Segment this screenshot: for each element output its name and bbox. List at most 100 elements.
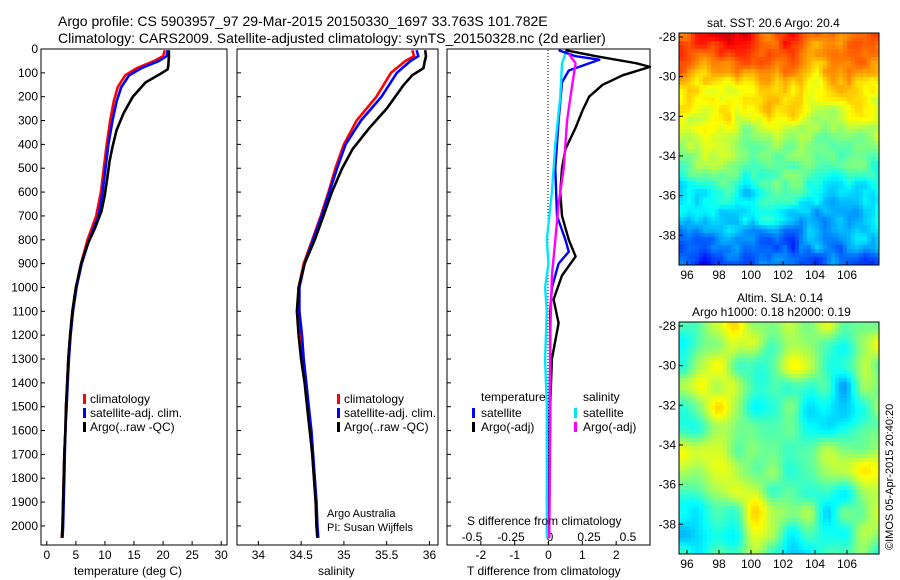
heatmap-cell [779, 85, 784, 90]
heatmap-cell [867, 370, 872, 375]
heatmap-cell [871, 113, 876, 118]
heatmap-cell [723, 193, 728, 198]
heatmap-cell [855, 257, 860, 262]
heatmap-cell [871, 213, 876, 218]
heatmap-cell [747, 157, 752, 162]
heatmap-cell [723, 402, 728, 407]
heatmap-cell [823, 233, 828, 238]
heatmap-cell [847, 105, 852, 110]
heatmap-cell [759, 402, 764, 407]
heatmap-cell [763, 45, 768, 50]
heatmap-cell [759, 113, 764, 118]
heatmap-cell [871, 362, 876, 367]
heatmap-cell [775, 390, 780, 395]
heatmap-cell [723, 81, 728, 86]
heatmap-cell [859, 57, 864, 62]
heatmap-cell [743, 89, 748, 94]
heatmap-cell [759, 217, 764, 222]
heatmap-cell [755, 398, 760, 403]
heatmap-cell [751, 430, 756, 435]
heatmap-cell [779, 185, 784, 190]
heatmap-cell [867, 213, 872, 218]
heatmap-cell [867, 97, 872, 102]
heatmap-cell [827, 49, 832, 54]
heatmap-cell [859, 217, 864, 222]
heatmap-cell [863, 225, 868, 230]
heatmap-cell [847, 241, 852, 246]
heatmap-cell [827, 53, 832, 58]
heatmap-cell [847, 402, 852, 407]
heatmap-cell [863, 249, 868, 254]
heatmap-cell [759, 85, 764, 90]
heatmap-cell [875, 426, 880, 431]
heatmap-cell [839, 430, 844, 435]
heatmap-cell [875, 406, 880, 411]
heatmap-cell [815, 446, 820, 451]
heatmap-cell [859, 121, 864, 126]
heatmap-cell [823, 394, 828, 399]
heatmap-cell [715, 410, 720, 415]
heatmap-cell [759, 45, 764, 50]
heatmap-cell [819, 374, 824, 379]
heatmap-cell [839, 342, 844, 347]
sst-map-frame [678, 32, 880, 266]
heatmap-cell [775, 41, 780, 46]
heatmap-cell [831, 73, 836, 78]
heatmap-cell [679, 350, 684, 355]
heatmap-cell [703, 466, 708, 471]
heatmap-cell [711, 322, 716, 327]
heatmap-cell [699, 129, 704, 134]
heatmap-cell [807, 406, 812, 411]
heatmap-cell [847, 406, 852, 411]
heatmap-cell [823, 117, 828, 122]
heatmap-cell [859, 350, 864, 355]
heatmap-cell [779, 205, 784, 210]
heatmap-cell [679, 406, 684, 411]
heatmap-cell [699, 225, 704, 230]
heatmap-cell [867, 85, 872, 90]
heatmap-cell [771, 81, 776, 86]
heatmap-cell [859, 378, 864, 383]
heatmap-cell [867, 398, 872, 403]
heatmap-cell [815, 201, 820, 206]
heatmap-cell [851, 422, 856, 427]
heatmap-cell [791, 378, 796, 383]
heatmap-cell [743, 261, 748, 266]
heatmap-cell [839, 233, 844, 238]
heatmap-cell [707, 418, 712, 423]
heatmap-cell [759, 350, 764, 355]
heatmap-cell [787, 462, 792, 467]
heatmap-cell [799, 157, 804, 162]
heatmap-cell [811, 201, 816, 206]
heatmap-cell [859, 346, 864, 351]
heatmap-cell [711, 446, 716, 451]
heatmap-cell [727, 402, 732, 407]
heatmap-cell [787, 410, 792, 415]
heatmap-cell [819, 217, 824, 222]
heatmap-cell [807, 65, 812, 70]
heatmap-cell [783, 201, 788, 206]
heatmap-cell [679, 173, 684, 178]
heatmap-cell [803, 374, 808, 379]
heatmap-cell [815, 53, 820, 58]
heatmap-cell [727, 470, 732, 475]
heatmap-cell [855, 410, 860, 415]
heatmap-cell [703, 109, 708, 114]
heatmap-cell [855, 169, 860, 174]
heatmap-cell [795, 169, 800, 174]
heatmap-cell [771, 430, 776, 435]
heatmap-cell [795, 249, 800, 254]
heatmap-cell [807, 77, 812, 82]
heatmap-cell [715, 129, 720, 134]
heatmap-cell [855, 145, 860, 150]
heatmap-cell [839, 221, 844, 226]
heatmap-cell [791, 394, 796, 399]
heatmap-cell [723, 221, 728, 226]
heatmap-cell [811, 390, 816, 395]
x-tick-top-label: -0.5 [462, 530, 483, 544]
heatmap-cell [711, 89, 716, 94]
heatmap-cell [799, 330, 804, 335]
heatmap-cell [759, 362, 764, 367]
heatmap-cell [727, 450, 732, 455]
heatmap-cell [787, 133, 792, 138]
